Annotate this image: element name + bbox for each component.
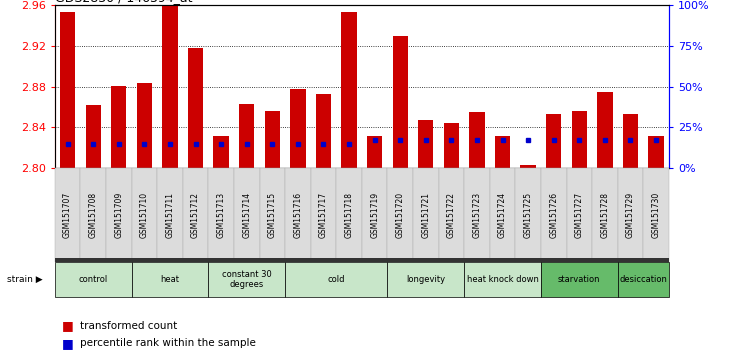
Text: GSM151711: GSM151711 (165, 192, 175, 238)
Text: longevity: longevity (406, 275, 445, 284)
Bar (188, 48, 203, 168)
Bar (469, 112, 485, 168)
Bar (265, 111, 280, 168)
Text: GSM151709: GSM151709 (114, 192, 124, 238)
Text: GSM151726: GSM151726 (549, 192, 558, 238)
Text: percentile rank within the sample: percentile rank within the sample (80, 338, 257, 348)
Text: desiccation: desiccation (619, 275, 667, 284)
Bar (648, 136, 664, 168)
Bar (623, 114, 638, 168)
Text: strain ▶: strain ▶ (7, 275, 43, 284)
Bar (572, 111, 587, 168)
Text: GSM151720: GSM151720 (395, 192, 405, 238)
Text: GSM151717: GSM151717 (319, 192, 328, 238)
Text: GSM151708: GSM151708 (88, 192, 98, 238)
Text: GSM151715: GSM151715 (268, 192, 277, 238)
Text: GSM151707: GSM151707 (63, 192, 72, 238)
Bar (418, 120, 433, 168)
Text: heat: heat (161, 275, 179, 284)
Text: GSM151728: GSM151728 (600, 192, 610, 238)
Text: starvation: starvation (558, 275, 601, 284)
Text: constant 30
degrees: constant 30 degrees (221, 270, 272, 289)
Text: cold: cold (327, 275, 345, 284)
Text: GSM151729: GSM151729 (626, 192, 635, 238)
Bar (60, 12, 75, 168)
Bar (520, 165, 536, 168)
Text: transformed count: transformed count (80, 321, 178, 331)
Bar (162, 5, 178, 168)
Bar (111, 86, 126, 168)
Text: GSM151722: GSM151722 (447, 192, 456, 238)
Text: GSM151721: GSM151721 (421, 192, 431, 238)
Bar (239, 104, 254, 168)
Text: GSM151718: GSM151718 (344, 192, 354, 238)
Bar (86, 105, 101, 168)
Text: ■: ■ (62, 337, 74, 350)
Text: GSM151724: GSM151724 (498, 192, 507, 238)
Bar (367, 136, 382, 168)
Text: GDS2830 / 146394_at: GDS2830 / 146394_at (55, 0, 192, 4)
Bar (444, 123, 459, 168)
Text: heat knock down: heat knock down (466, 275, 539, 284)
Text: GSM151725: GSM151725 (523, 192, 533, 238)
Bar (213, 136, 229, 168)
Text: GSM151714: GSM151714 (242, 192, 251, 238)
Bar (341, 12, 357, 168)
Text: GSM151730: GSM151730 (651, 192, 661, 238)
Bar (495, 136, 510, 168)
Bar (393, 36, 408, 168)
Bar (137, 82, 152, 168)
Bar (290, 89, 306, 168)
Text: GSM151723: GSM151723 (472, 192, 482, 238)
Text: GSM151716: GSM151716 (293, 192, 303, 238)
Text: ■: ■ (62, 319, 74, 332)
Bar (546, 114, 561, 168)
Text: GSM151712: GSM151712 (191, 192, 200, 238)
Text: GSM151727: GSM151727 (575, 192, 584, 238)
Bar (597, 92, 613, 168)
Text: GSM151713: GSM151713 (216, 192, 226, 238)
Text: control: control (78, 275, 108, 284)
Bar (316, 94, 331, 168)
Text: GSM151710: GSM151710 (140, 192, 149, 238)
Text: GSM151719: GSM151719 (370, 192, 379, 238)
